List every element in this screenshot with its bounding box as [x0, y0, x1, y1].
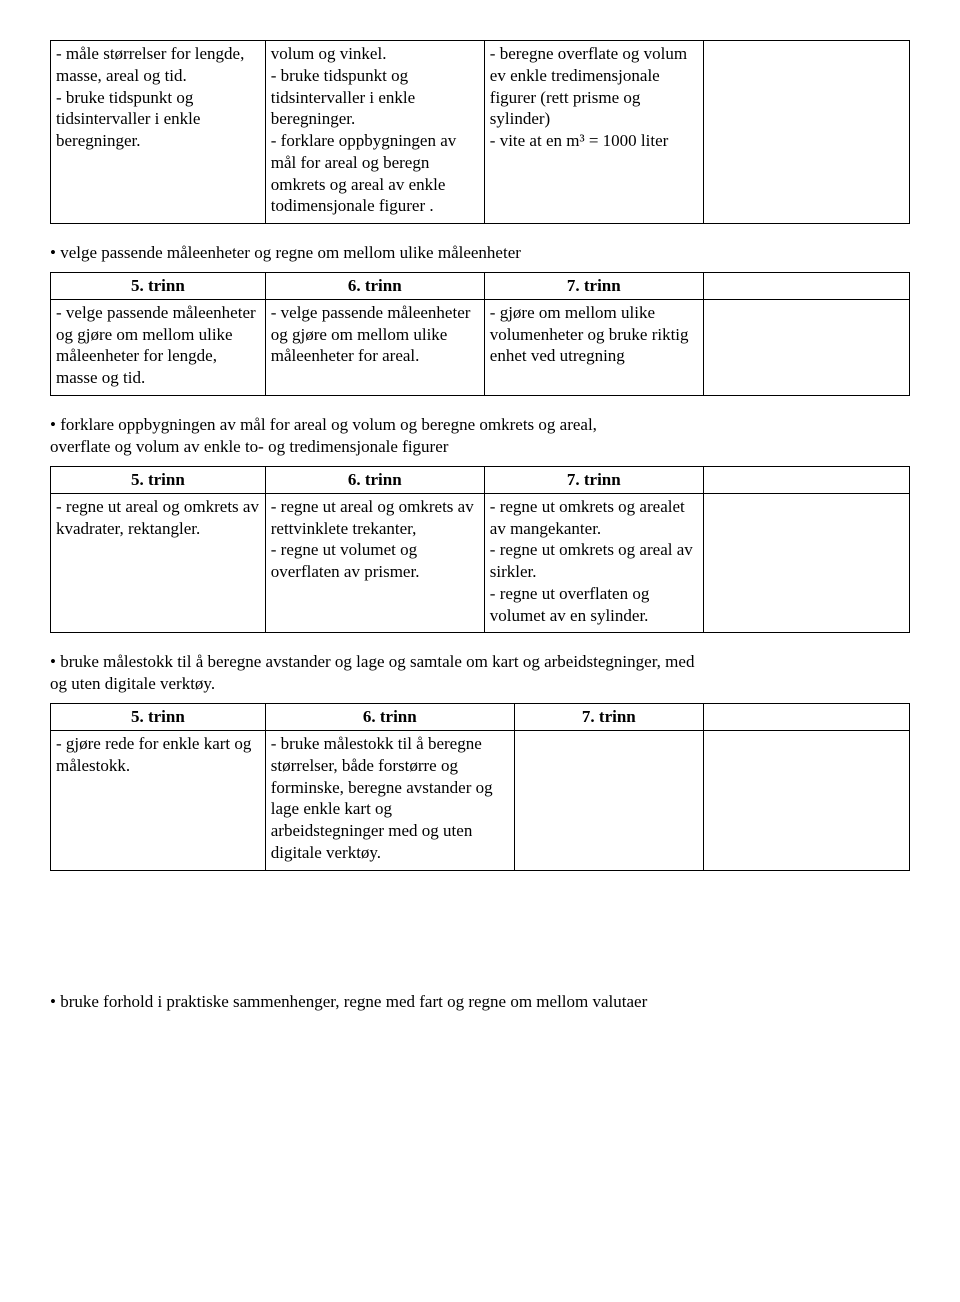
col-header — [703, 704, 909, 731]
table-header-row: 5. trinn 6. trinn 7. trinn — [51, 273, 910, 300]
col-header: 5. trinn — [51, 467, 266, 494]
cell: - gjøre om mellom ulike volumenheter og … — [484, 299, 703, 395]
col-header: 7. trinn — [484, 467, 703, 494]
table-header-row: 5. trinn 6. trinn 7. trinn — [51, 704, 910, 731]
cell: - måle størrelser for lengde, masse, are… — [51, 41, 266, 224]
table-row: - regne ut areal og omkrets av kvadrater… — [51, 493, 910, 633]
curriculum-table-1: 5. trinn 6. trinn 7. trinn - velge passe… — [50, 272, 910, 396]
col-header — [703, 467, 909, 494]
col-header: 7. trinn — [514, 704, 703, 731]
col-header: 6. trinn — [265, 704, 514, 731]
curriculum-table-0: - måle størrelser for lengde, masse, are… — [50, 40, 910, 224]
bullet-1: • velge passende måleenheter og regne om… — [50, 242, 910, 264]
cell: - beregne overflate og volum ev enkle tr… — [484, 41, 703, 224]
bullet-2a: • forklare oppbygningen av mål for areal… — [50, 414, 910, 436]
bullet-3a: • bruke målestokk til å beregne avstande… — [50, 651, 910, 673]
bullet-2b: overflate og volum av enkle to- og tredi… — [50, 436, 910, 458]
col-header: 6. trinn — [265, 467, 484, 494]
col-header: 5. trinn — [51, 273, 266, 300]
table-row: - velge passende måleenheter og gjøre om… — [51, 299, 910, 395]
bullet-4: • bruke forhold i praktiske sammenhenger… — [50, 991, 910, 1013]
bullet-3b: og uten digitale verktøy. — [50, 673, 910, 695]
cell — [703, 493, 909, 633]
col-header: 7. trinn — [484, 273, 703, 300]
col-header: 5. trinn — [51, 704, 266, 731]
cell: - regne ut areal og omkrets av rettvinkl… — [265, 493, 484, 633]
curriculum-table-2: 5. trinn 6. trinn 7. trinn - regne ut ar… — [50, 466, 910, 633]
cell: - bruke målestokk til å beregne størrels… — [265, 731, 514, 871]
cell: - velge passende måleenheter og gjøre om… — [265, 299, 484, 395]
cell: volum og vinkel. - bruke tidspunkt og ti… — [265, 41, 484, 224]
curriculum-table-3: 5. trinn 6. trinn 7. trinn - gjøre rede … — [50, 703, 910, 870]
table-row: - gjøre rede for enkle kart og målestokk… — [51, 731, 910, 871]
table-header-row: 5. trinn 6. trinn 7. trinn — [51, 467, 910, 494]
col-header: 6. trinn — [265, 273, 484, 300]
cell: - regne ut omkrets og arealet av mangeka… — [484, 493, 703, 633]
cell: - velge passende måleenheter og gjøre om… — [51, 299, 266, 395]
cell — [703, 731, 909, 871]
cell — [703, 41, 909, 224]
col-header — [703, 273, 909, 300]
table-row: - måle størrelser for lengde, masse, are… — [51, 41, 910, 224]
cell: - gjøre rede for enkle kart og målestokk… — [51, 731, 266, 871]
cell: - regne ut areal og omkrets av kvadrater… — [51, 493, 266, 633]
cell — [514, 731, 703, 871]
cell — [703, 299, 909, 395]
